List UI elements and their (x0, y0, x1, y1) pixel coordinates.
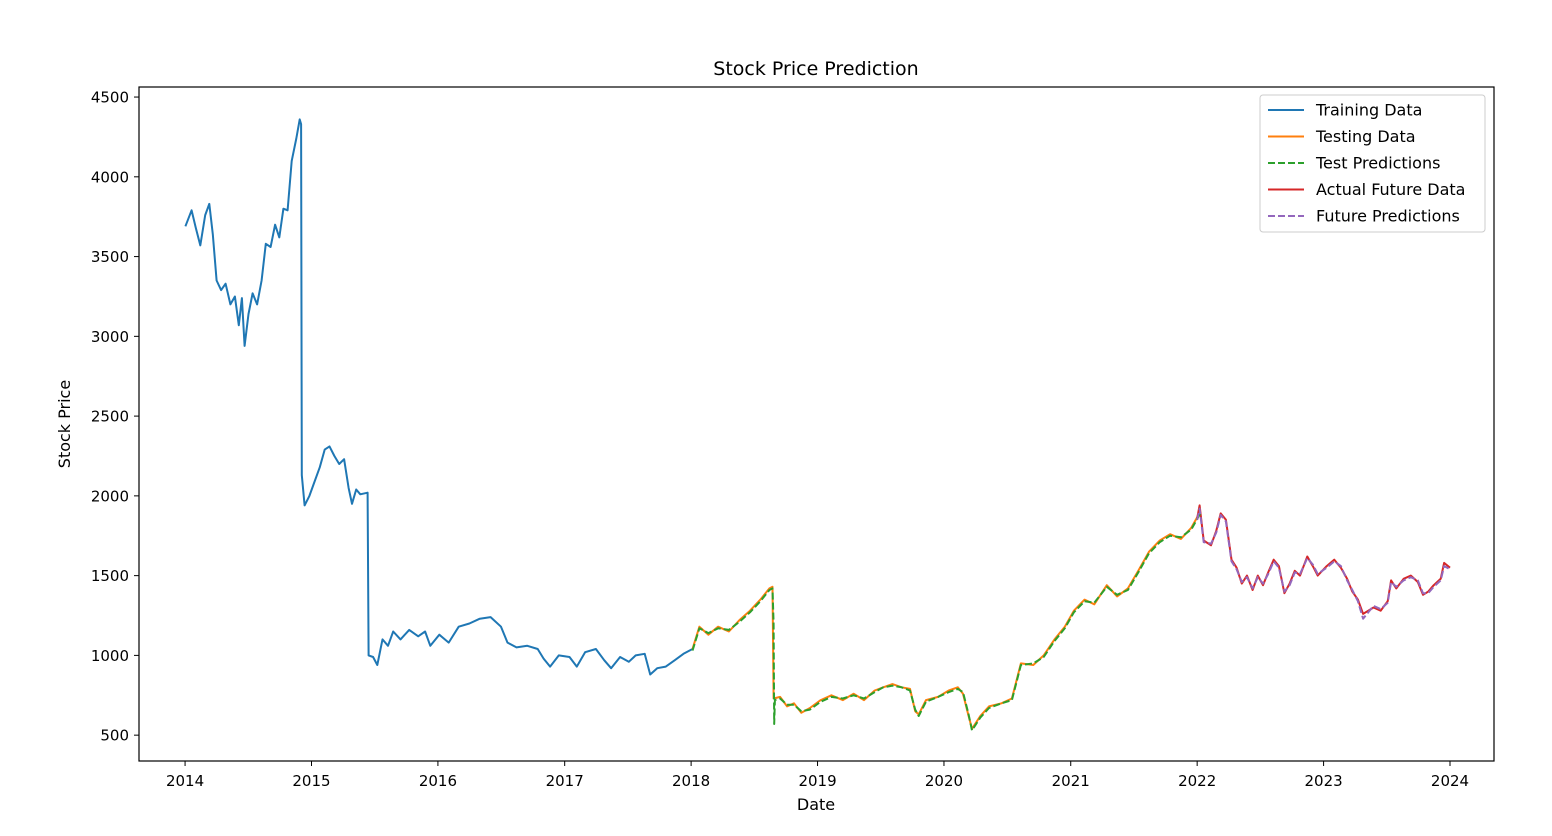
legend-frame (1259, 94, 1486, 233)
series-line-future-predictions (1196, 507, 1451, 620)
y-tick-label: 1500 (91, 567, 129, 585)
x-tick-label: 2024 (1431, 772, 1469, 790)
x-axis-ticks: 2014 2015 2016 2017 2018 2019 2020 2021 2022 2023… (166, 761, 1469, 790)
x-axis-label: Date (797, 795, 835, 814)
y-tick-label: 2500 (91, 408, 129, 426)
plot-lines (184, 118, 1451, 732)
plot-frame (138, 86, 1495, 762)
x-tick-label: 2021 (1052, 772, 1090, 790)
chart-title: Stock Price Prediction (713, 58, 918, 80)
series-line-test-predictions (691, 512, 1202, 732)
y-axis-ticks: 500 1000 1500 2000 2500 3000 3500 4000 4500 (91, 89, 139, 745)
legend-label: Training Data (1315, 101, 1422, 120)
y-tick-label: 2000 (91, 487, 129, 505)
x-tick-label: 2022 (1178, 772, 1216, 790)
y-tick-label: 3500 (91, 248, 129, 266)
legend-label: Testing Data (1315, 127, 1416, 146)
legend-label: Actual Future Data (1316, 180, 1465, 199)
x-tick-label: 2019 (798, 772, 836, 790)
x-tick-label: 2015 (292, 772, 330, 790)
x-tick-label: 2023 (1304, 772, 1342, 790)
series-line-training-data (184, 118, 693, 676)
y-axis-label: Stock Price (55, 380, 74, 468)
legend-label: Future Predictions (1316, 207, 1460, 226)
x-tick-label: 2018 (672, 772, 710, 790)
x-tick-label: 2016 (419, 772, 457, 790)
legend: Training Data Testing Data Test Prediction… (1259, 94, 1486, 233)
legend-label: Test Predictions (1315, 154, 1440, 173)
y-tick-label: 4500 (91, 89, 129, 107)
x-tick-label: 2020 (925, 772, 963, 790)
x-tick-label: 2017 (546, 772, 584, 790)
y-tick-label: 3000 (91, 328, 129, 346)
y-tick-label: 4000 (91, 168, 129, 186)
x-tick-label: 2014 (166, 772, 204, 790)
y-tick-label: 500 (100, 727, 129, 745)
y-tick-label: 1000 (91, 647, 129, 665)
